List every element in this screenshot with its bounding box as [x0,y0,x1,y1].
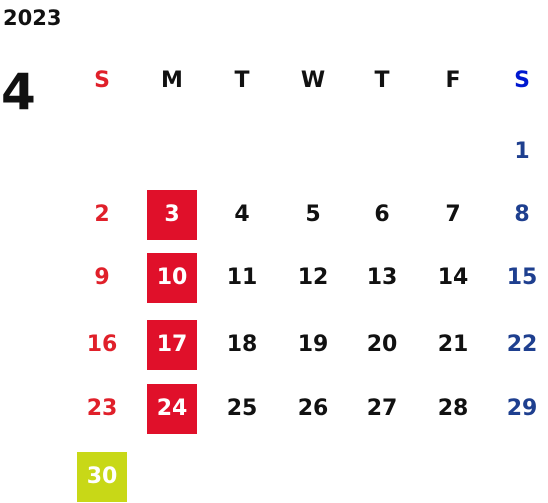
weekday-header: F [445,68,461,93]
day-cell: 6 [374,202,390,227]
day-cell: 27 [366,396,398,421]
day-cell: 23 [86,396,118,421]
day-cell: 25 [226,396,258,421]
day-cell: 2 [94,202,110,227]
day-cell: 26 [297,396,329,421]
day-cell: 15 [506,265,538,290]
weekday-header: S [514,68,530,93]
day-cell: 29 [506,396,538,421]
day-cell: 21 [437,332,469,357]
day-cell: 28 [437,396,469,421]
weekday-header: T [234,68,250,93]
day-cell-highlighted: 3 [147,190,197,240]
year-label: 2023 [3,6,62,30]
day-cell: 13 [366,265,398,290]
day-cell: 18 [226,332,258,357]
day-cell-highlighted: 17 [147,320,197,370]
day-cell: 20 [366,332,398,357]
day-cell: 11 [226,265,258,290]
weekday-header: W [300,68,326,93]
day-cell: 9 [94,265,110,290]
day-cell: 1 [514,139,530,164]
month-number: 4 [1,63,36,121]
day-cell: 16 [86,332,118,357]
weekday-header: T [374,68,390,93]
day-cell: 19 [297,332,329,357]
day-cell: 22 [506,332,538,357]
weekday-header: S [94,68,110,93]
day-cell-highlighted: 10 [147,253,197,303]
day-cell: 4 [234,202,250,227]
day-cell-highlighted: 24 [147,384,197,434]
day-cell-highlighted: 30 [77,452,127,502]
day-cell: 12 [297,265,329,290]
day-cell: 7 [445,202,461,227]
day-cell: 5 [305,202,321,227]
day-cell: 8 [514,202,530,227]
day-cell: 14 [437,265,469,290]
weekday-header: M [161,68,183,93]
